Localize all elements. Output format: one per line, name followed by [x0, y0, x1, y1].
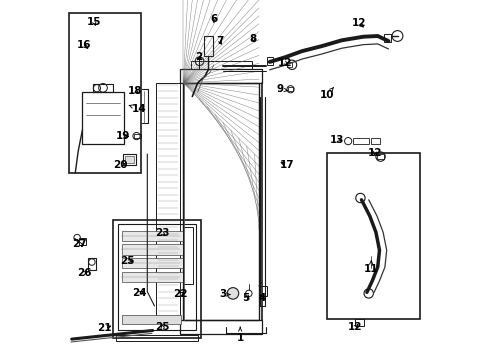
Text: 6: 6: [210, 14, 217, 24]
Bar: [122, 154, 136, 165]
Bar: [122, 315, 181, 324]
Text: 20: 20: [113, 160, 127, 170]
Text: 9: 9: [276, 84, 287, 94]
Text: 1: 1: [236, 327, 244, 343]
Text: 14: 14: [129, 104, 146, 114]
Bar: [286, 62, 291, 67]
Text: 12: 12: [277, 58, 291, 68]
Text: 12: 12: [351, 18, 366, 28]
Bar: [182, 227, 193, 284]
Bar: [133, 134, 141, 138]
Bar: [79, 238, 86, 245]
Text: 12: 12: [367, 148, 381, 158]
Bar: [190, 61, 251, 69]
Text: 22: 22: [173, 289, 187, 300]
Bar: [118, 224, 196, 330]
Text: 10: 10: [319, 87, 333, 100]
Text: 15: 15: [86, 17, 101, 27]
Text: 25: 25: [155, 322, 169, 332]
Text: 18: 18: [127, 86, 142, 96]
Bar: [355, 319, 364, 326]
Bar: [180, 320, 261, 334]
Text: 26: 26: [77, 268, 91, 278]
Bar: [180, 69, 261, 83]
Bar: [113, 220, 201, 338]
Text: 21: 21: [98, 323, 112, 333]
Text: 11: 11: [363, 261, 378, 274]
Bar: [122, 244, 182, 255]
Bar: [287, 87, 293, 91]
Bar: [352, 138, 368, 144]
Text: 2: 2: [194, 52, 202, 62]
Bar: [183, 83, 258, 320]
Text: 12: 12: [347, 322, 362, 332]
Bar: [116, 335, 198, 341]
Bar: [266, 57, 272, 65]
Bar: [370, 138, 379, 144]
Text: 24: 24: [132, 288, 146, 298]
Text: 23: 23: [155, 228, 169, 238]
Text: 3: 3: [219, 289, 229, 300]
Text: 4: 4: [258, 293, 265, 303]
Bar: [122, 272, 182, 282]
Bar: [122, 231, 182, 241]
Bar: [156, 83, 179, 320]
Text: 16: 16: [77, 40, 91, 50]
Bar: [384, 34, 390, 42]
Text: 8: 8: [249, 34, 257, 44]
Bar: [125, 156, 134, 163]
Bar: [93, 84, 113, 92]
Text: 13: 13: [329, 135, 344, 145]
Text: 27: 27: [72, 239, 87, 249]
Bar: [258, 286, 266, 296]
Text: 19: 19: [115, 131, 130, 141]
Text: 25: 25: [120, 256, 135, 266]
Bar: [326, 153, 419, 319]
Circle shape: [227, 288, 238, 299]
Bar: [204, 36, 212, 56]
Text: 7: 7: [216, 36, 223, 46]
Bar: [69, 13, 141, 173]
Bar: [376, 154, 384, 159]
Bar: [122, 258, 182, 268]
Bar: [88, 258, 96, 270]
Bar: [82, 92, 123, 144]
Text: 17: 17: [279, 160, 294, 170]
Text: 5: 5: [242, 293, 249, 303]
